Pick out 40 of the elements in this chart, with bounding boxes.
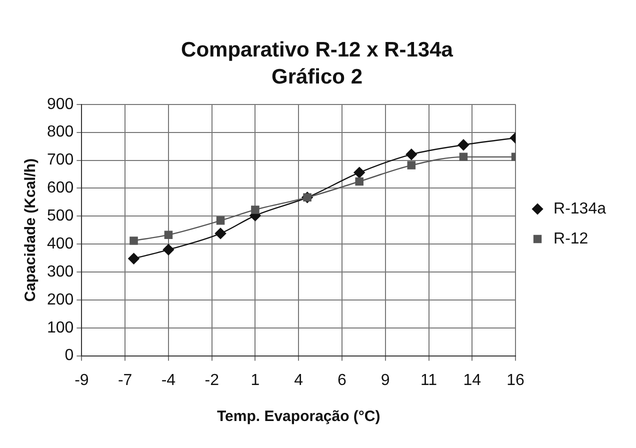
chart-title: Comparativo R-12 x R-134a xyxy=(181,38,454,62)
x-tick-label: 6 xyxy=(338,372,347,389)
point xyxy=(128,252,140,264)
x-tick-label: 14 xyxy=(463,372,482,389)
point xyxy=(407,161,416,170)
x-tick-label: -4 xyxy=(161,372,176,389)
point xyxy=(214,228,226,240)
point xyxy=(251,206,260,214)
legend-label: R-134a xyxy=(554,200,606,218)
y-tick-label: 500 xyxy=(46,208,74,225)
point xyxy=(130,236,138,245)
y-tick-label: 900 xyxy=(46,96,74,113)
y-tick-label: 300 xyxy=(46,263,74,280)
y-tick-label: 100 xyxy=(46,319,74,336)
x-tick-label: -7 xyxy=(118,372,132,389)
point xyxy=(216,216,225,225)
x-tick-label: 1 xyxy=(250,372,260,389)
point xyxy=(459,152,468,162)
y-axis-title: Capacidade (Kcal/h) xyxy=(22,158,40,302)
point xyxy=(406,148,418,160)
y-tick-label: 400 xyxy=(46,235,74,252)
y-tick-label: 700 xyxy=(46,152,74,169)
legend-label: R-12 xyxy=(554,230,588,248)
y-tick-label: 200 xyxy=(46,291,74,308)
point xyxy=(164,230,173,239)
chart-subtitle: Gráfico 2 xyxy=(271,66,363,89)
point xyxy=(355,177,364,186)
x-tick-label: -9 xyxy=(74,372,89,389)
y-tick-label: 800 xyxy=(46,124,74,141)
x-axis-title: Temp. Evaporação (°C) xyxy=(216,408,380,426)
x-tick-label: 9 xyxy=(380,372,390,389)
point xyxy=(354,166,365,178)
point xyxy=(458,139,470,151)
x-tick-label: 11 xyxy=(420,372,438,389)
y-tick-label: 600 xyxy=(46,180,74,197)
point xyxy=(162,244,174,256)
x-tick-label: -2 xyxy=(204,372,220,389)
y-tick-label: 0 xyxy=(64,347,74,364)
x-tick-label: 4 xyxy=(294,372,304,389)
x-tick-label: 16 xyxy=(506,372,525,389)
